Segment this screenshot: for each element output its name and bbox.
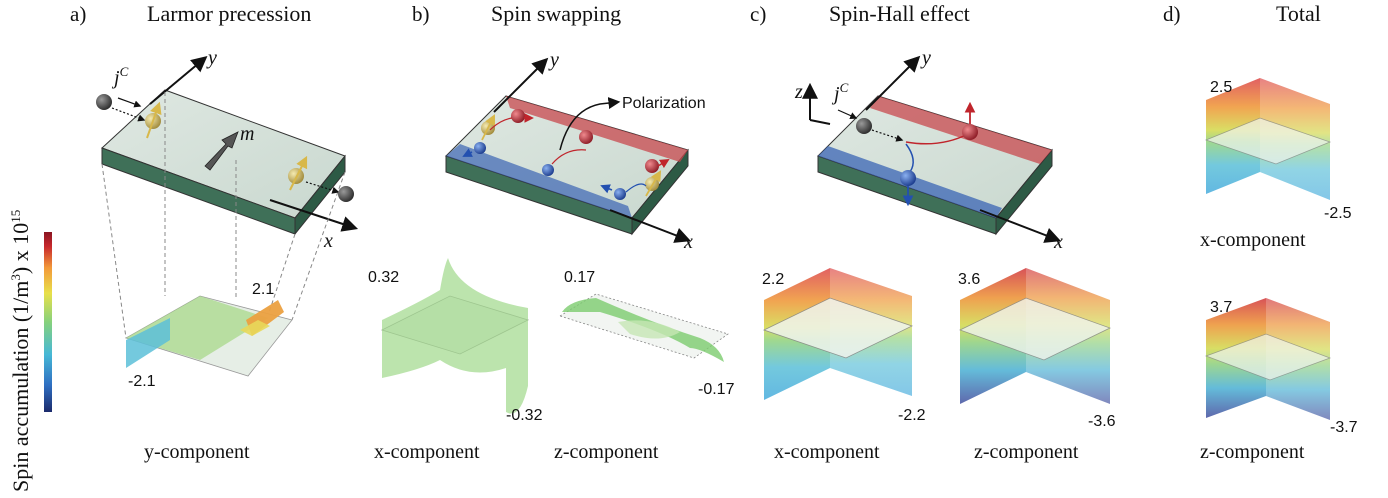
plot-min-value: -3.7: [1330, 419, 1358, 436]
component-label: z-component: [554, 441, 659, 463]
electron-blue-icon: [474, 142, 486, 154]
plot-b-z-component: 0.17 -0.17: [559, 269, 735, 398]
axis-x-label: x: [1053, 231, 1063, 253]
panel-c-letter: c): [750, 2, 766, 26]
component-label: z-component: [974, 441, 1079, 463]
plot-c-x-component: 2.2 -2.2: [762, 268, 926, 424]
plot-min-value: -0.32: [506, 407, 543, 424]
panel-a-letter: a): [70, 2, 86, 26]
projection-lines: [101, 92, 346, 377]
axis-x-label: x: [323, 230, 333, 252]
plot-max-value: 2.2: [762, 271, 784, 288]
plot-min-value: -0.17: [698, 381, 735, 398]
axis-y-arrow: [149, 55, 208, 105]
plot-max-value: 2.1: [252, 281, 274, 298]
panel-b-letter: b): [412, 2, 430, 26]
axis-y-label: y: [920, 47, 931, 69]
electron-blue-icon: [542, 164, 554, 176]
component-label: z-component: [1200, 441, 1305, 463]
panel-d: d) Total 2.5 -2.5 x-component 3.7 -3.7 z…: [1163, 1, 1358, 463]
colorbar-label: Spin accumulation (1/m3) x 1015: [8, 210, 33, 492]
component-label: y-component: [144, 441, 250, 463]
electron-blue-icon: [614, 188, 626, 200]
plot-max-value: 3.7: [1210, 299, 1232, 316]
plot-d-x-component: 2.5 -2.5: [1204, 78, 1352, 222]
electron-dark-icon: [96, 94, 112, 110]
electron-dark-icon: [856, 118, 872, 134]
current-label: jC: [111, 64, 129, 89]
plot-min-value: -3.6: [1088, 413, 1116, 430]
plot-max-value: 0.17: [564, 269, 595, 286]
plot-min-value: -2.1: [128, 373, 156, 390]
plot-b-x-component: 0.32 -0.32: [368, 258, 543, 424]
plot-c-z-component: 3.6 -3.6: [958, 268, 1116, 430]
plot-max-value: 3.6: [958, 271, 980, 288]
panel-a: a) Larmor precession y x jC m: [70, 1, 359, 463]
plot-a-y-component: 2.1 -2.1: [125, 281, 293, 390]
component-label: x-component: [374, 441, 480, 463]
electron-red-icon: [579, 130, 593, 144]
axis-y-arrow: [493, 57, 549, 113]
axis-z-label: z: [794, 81, 803, 103]
axis-x-label: x: [683, 231, 693, 253]
panel-b: b) Spin swapping y x Polarization: [368, 1, 735, 463]
panel-d-letter: d): [1163, 2, 1181, 26]
magnetization-arrow-icon: [204, 131, 239, 171]
component-label: x-component: [774, 441, 880, 463]
electron-red-icon: [962, 124, 978, 140]
panel-c: c) Spin-Hall effect y z x jC 2.2: [750, 1, 1116, 463]
panel-a-title: Larmor precession: [147, 1, 311, 26]
plot-min-value: -2.5: [1324, 205, 1352, 222]
magnetization-label: m: [240, 123, 254, 145]
plot-d-z-component: 3.7 -3.7: [1204, 298, 1358, 436]
electron-red-icon: [645, 159, 659, 173]
colorbar-gradient: [44, 232, 52, 412]
component-label: x-component: [1200, 229, 1306, 251]
electron-red-icon: [511, 109, 525, 123]
panel-c-title: Spin-Hall effect: [829, 1, 970, 26]
axis-y-label: y: [548, 49, 559, 71]
current-label: jC: [831, 80, 849, 105]
axis-x-arrow: [979, 209, 1061, 243]
panel-b-title: Spin swapping: [491, 1, 621, 26]
panel-d-title: Total: [1276, 1, 1321, 26]
plot-max-value: 0.32: [368, 269, 399, 286]
electron-dark-icon: [338, 186, 354, 202]
plot-max-value: 2.5: [1210, 79, 1232, 96]
colorbar: Spin accumulation (1/m3) x 1015: [8, 210, 52, 492]
axis-y-label: y: [206, 47, 217, 69]
electron-blue-icon: [900, 170, 916, 186]
axis-x-arrow: [269, 199, 359, 232]
plot-min-value: -2.2: [898, 407, 926, 424]
axis-y-arrow: [865, 55, 921, 111]
polarization-label: Polarization: [622, 95, 706, 112]
axis-x-arrow: [609, 209, 691, 243]
